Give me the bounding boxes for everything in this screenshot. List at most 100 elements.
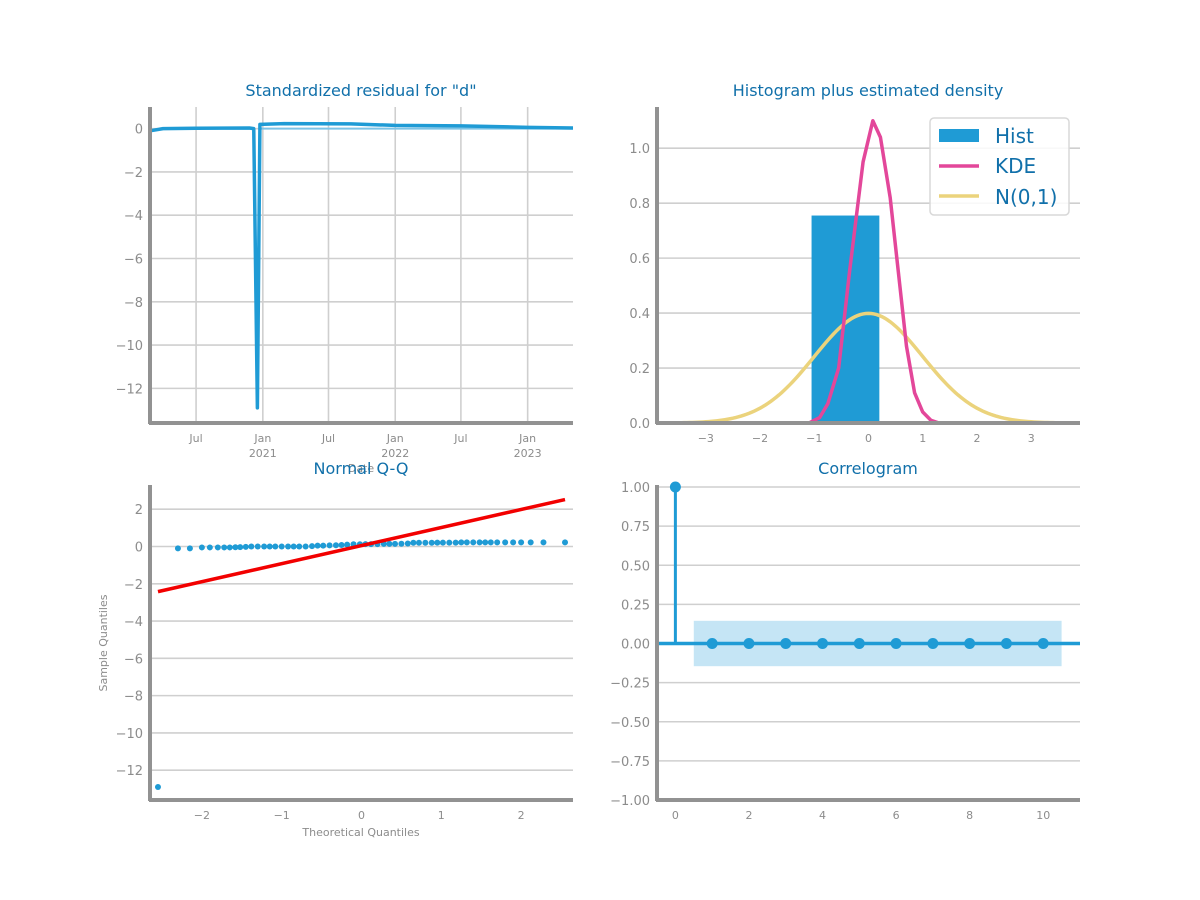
y-tick-label: 0.25: [621, 598, 650, 613]
y-tick-label: −1.00: [610, 794, 650, 809]
qq-point: [410, 539, 417, 546]
y-tick-label: 0.0: [629, 417, 650, 432]
qq-point: [242, 543, 249, 550]
qq-point: [248, 543, 255, 550]
x-tick-label: 2: [973, 432, 980, 445]
acf-marker: [964, 638, 976, 649]
acf-marker: [743, 638, 755, 649]
x-tick-label: −1: [806, 432, 822, 445]
x-tick-label: Jan: [518, 432, 536, 445]
qq-point: [237, 544, 244, 551]
y-tick-label: −12: [116, 382, 143, 397]
qq-point: [476, 539, 483, 546]
qq-point: [518, 539, 525, 546]
y-tick-label: 1.0: [629, 142, 650, 157]
qq-point: [198, 544, 205, 551]
y-tick-label: −0.25: [610, 677, 650, 692]
qq-point: [186, 545, 193, 552]
qq-point: [434, 539, 441, 546]
qq-y-label: Sample Quantiles: [97, 594, 110, 691]
qq-point: [452, 539, 459, 546]
qq-point: [226, 544, 233, 551]
panel-standardized-residual: Standardized residual for "d" 0 −2 −4 −6 −8 −…: [116, 81, 574, 475]
x-tick-label: −3: [698, 432, 714, 445]
x-tick-label: 2: [518, 809, 525, 822]
kde-line: [808, 118, 940, 425]
qq-point: [502, 539, 509, 546]
qq-point: [470, 539, 477, 546]
x-tick-label: 1: [438, 809, 445, 822]
acf-marker: [780, 638, 792, 649]
qq-point: [221, 544, 228, 551]
qq-point: [422, 539, 429, 546]
y-tick-label: 0.00: [621, 638, 650, 653]
correlogram-title: Correlogram: [818, 459, 918, 478]
qq-point: [386, 540, 393, 547]
y-tick-label: 0: [135, 541, 143, 556]
qq-point: [562, 539, 569, 546]
qq-point: [309, 543, 316, 550]
qq-point: [510, 539, 517, 546]
acf-marker: [1000, 638, 1012, 649]
panel-correlogram: Correlogram 1.00 0.75 0.50 0.25 0.00 −0.25 −0.…: [610, 459, 1080, 822]
qq-point: [272, 543, 279, 550]
qq-point: [206, 544, 213, 551]
legend-box: [929, 117, 1070, 216]
legend-label: KDE: [995, 154, 1036, 178]
x-tick-label: 10: [1036, 809, 1050, 822]
y-tick-label: 0.8: [629, 197, 650, 212]
qq-point: [338, 542, 345, 549]
qq-point: [290, 543, 297, 550]
x-tick-label: 0: [358, 809, 365, 822]
panel-qq: Normal Q-Q 20−2−4−6−8−10−12−2 −1 0 1 2 Theor…: [97, 459, 573, 839]
qq-point: [232, 544, 239, 551]
y-tick-label: −4: [124, 209, 143, 224]
qq-point: [302, 543, 309, 550]
y-tick-label: −6: [124, 652, 143, 667]
y-tick-label: −10: [116, 727, 143, 742]
acf-marker: [853, 638, 865, 649]
y-tick-label: 2: [135, 503, 143, 518]
qq-reference-line: [157, 497, 566, 594]
qq-point: [344, 541, 351, 548]
qq-point: [428, 539, 435, 546]
x-tick-label: −1: [274, 809, 290, 822]
x-tick-label: Jul: [321, 432, 335, 445]
qq-point: [439, 539, 446, 546]
y-tick-label: −2: [124, 578, 143, 593]
qq-point: [254, 543, 261, 550]
qq-point: [320, 542, 327, 549]
y-tick-label: 0: [135, 123, 143, 138]
qq-point: [540, 539, 547, 546]
x-tick-year-label: 2022: [381, 447, 409, 460]
legend: Hist KDE N(0,1): [929, 117, 1070, 216]
qq-point: [487, 539, 494, 546]
residual-line: [149, 121, 574, 410]
acf-marker: [706, 638, 718, 649]
qq-point: [261, 543, 268, 550]
acf-marker: [1037, 638, 1049, 649]
x-tick-label: Jan: [253, 432, 271, 445]
x-tick-label: −2: [194, 809, 210, 822]
y-tick-label: 0.50: [621, 559, 650, 574]
y-tick-label: −6: [124, 253, 143, 268]
y-tick-label: −10: [116, 339, 143, 354]
legend-label: N(0,1): [995, 185, 1057, 209]
x-tick-label: 6: [893, 809, 900, 822]
y-tick-label: −8: [124, 690, 143, 705]
legend-label: Hist: [995, 124, 1034, 148]
y-tick-label: −2: [124, 166, 143, 181]
qq-point: [332, 542, 339, 549]
qq-point: [458, 539, 465, 546]
x-tick-year-label: 2021: [249, 447, 277, 460]
x-tick-year-label: 2023: [514, 447, 542, 460]
x-tick-label: 4: [819, 809, 826, 822]
y-tick-label: 1.00: [621, 481, 650, 496]
y-tick-label: −0.50: [610, 716, 650, 731]
qq-point: [174, 545, 181, 552]
y-tick-label: 0.2: [629, 362, 650, 377]
qq-point: [404, 540, 411, 547]
x-tick-label: Jul: [188, 432, 202, 445]
residual-title: Standardized residual for "d": [245, 81, 476, 100]
